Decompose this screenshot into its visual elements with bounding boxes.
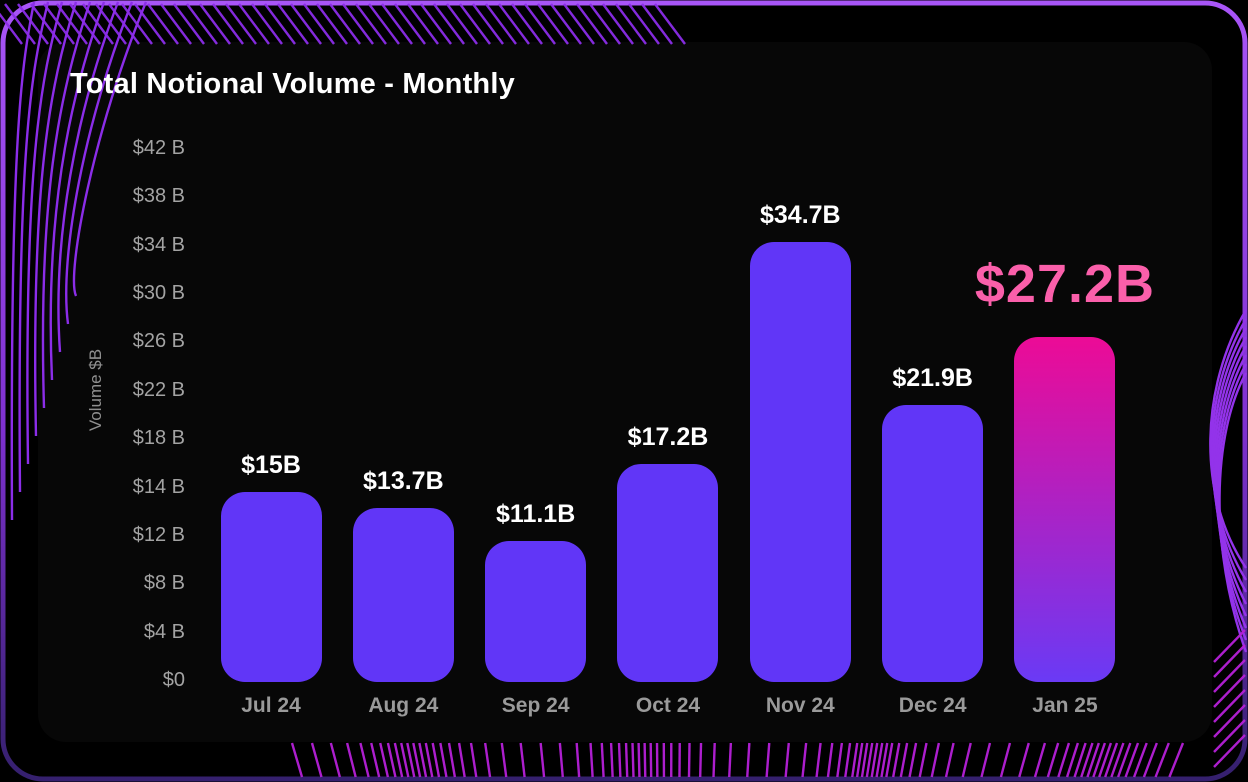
x-tick-label: Jul 24 <box>241 694 301 717</box>
y-tick-label: $4 B <box>143 620 185 643</box>
x-tick-label: Sep 24 <box>501 694 570 717</box>
x-tick-label: Aug 24 <box>368 694 439 717</box>
y-tick-label: $30 B <box>132 282 185 305</box>
bar-nov-24[interactable] <box>749 242 851 682</box>
y-tick-label: $12 B <box>132 523 185 546</box>
bar-dec-24[interactable] <box>882 404 984 682</box>
y-tick-label: $34 B <box>132 233 185 256</box>
plot-area: $15B $13.7B $11.1B $17.2B $34.7B $21.9B $27.2B <box>200 150 1160 682</box>
y-tick-label: $0 <box>162 669 185 691</box>
bar-value-label: $13.7B <box>363 467 444 496</box>
chart-title: Total Notional Volume - Monthly <box>70 68 515 100</box>
highlight-value-label: $27.2B <box>974 254 1156 315</box>
bar-value-label: $34.7B <box>760 201 841 230</box>
x-tick-label: Jan 25 <box>1032 694 1098 717</box>
x-tick-label: Dec 24 <box>898 694 967 717</box>
x-tick-label: Nov 24 <box>765 694 835 717</box>
bar-jan-25[interactable] <box>1014 337 1116 682</box>
bar-value-label: $11.1B <box>496 500 576 529</box>
y-tick-label: $8 B <box>143 572 185 595</box>
bar-aug-24[interactable] <box>352 508 454 682</box>
y-tick-label: $38 B <box>132 185 185 208</box>
y-tick-label: $22 B <box>132 378 185 401</box>
bar-sep-24[interactable] <box>485 541 587 682</box>
bar-value-label: $21.9B <box>892 363 973 392</box>
y-tick-label: $26 B <box>132 330 185 353</box>
bar-oct-24[interactable] <box>617 464 719 682</box>
bar-value-label: $17.2B <box>627 423 709 452</box>
bar-jul-24[interactable] <box>220 492 322 682</box>
x-tick-label: Oct 24 <box>635 694 701 717</box>
y-tick-label: $42 B <box>132 137 185 159</box>
y-tick-label: $18 B <box>132 427 185 450</box>
